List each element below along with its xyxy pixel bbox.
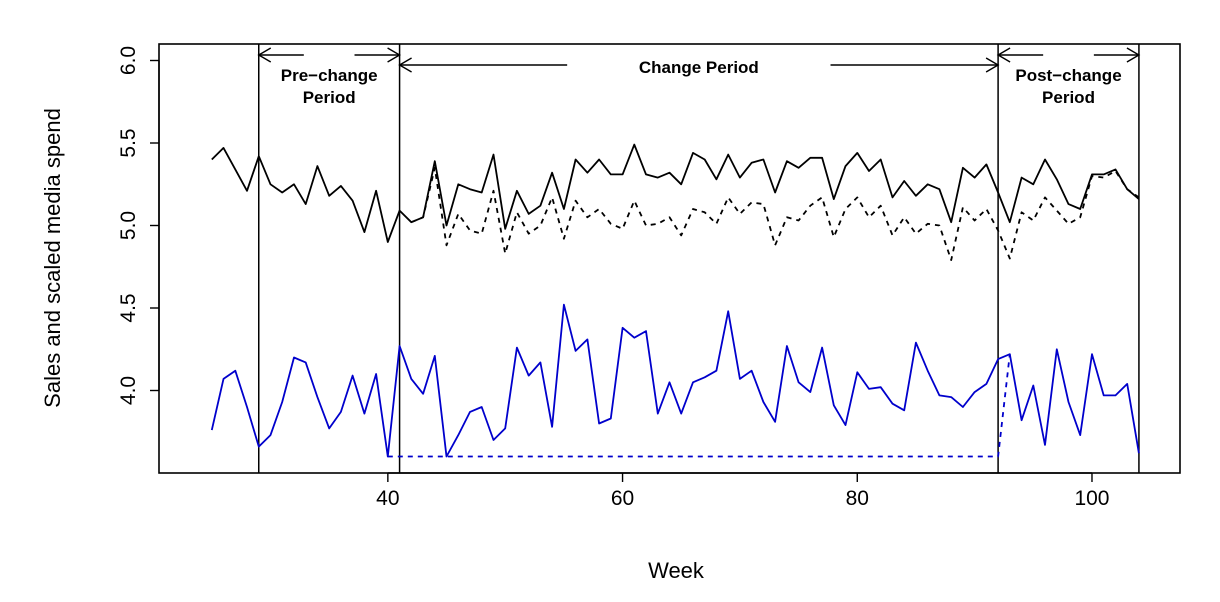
period-annotations: Pre−change Period Change Period Post−change… [257,47,1141,107]
annotation-pre: Pre−change Period [257,47,401,107]
annotation-post: Post−change Period [996,47,1141,107]
y-tick-label-3: 5.5 [117,128,140,157]
annotation-pre-head-left [257,47,272,63]
annotation-change: Change Period [398,57,1000,77]
y-tick-label-4: 6.0 [117,46,140,75]
annotation-pre-text-0: Pre−change [281,66,378,85]
x-tick-label-3: 100 [1074,487,1109,510]
y-tick-label-0: 4.0 [117,376,140,405]
annotation-post-head-right [1126,47,1141,63]
annotation-change-text-0: Change Period [639,58,759,77]
x-tick-label-2: 80 [846,487,869,510]
annotation-change-head-left [398,57,412,73]
annotation-pre-head-right [387,47,401,63]
series-line-2 [210,303,1140,458]
annotation-post-heads [996,47,1141,63]
annotation-post-text-1: Period [1042,88,1095,107]
annotation-pre-heads [257,47,401,63]
y-tick-label-2: 5.0 [117,211,140,240]
x-axis-title: Week [648,558,705,583]
period-boundary-lines [258,44,1140,473]
annotation-post-head-left [996,47,1011,63]
annotation-pre-text-1: Period [303,88,356,107]
y-axis-title: Sales and scaled media spend [40,108,65,408]
series-line-3 [387,354,1011,458]
annotation-change-head-right [985,57,1000,73]
series-layer [210,143,1140,458]
plot-frame [158,43,1181,474]
x-tick-label-1: 60 [611,487,634,510]
x-tick-label-0: 40 [376,487,399,510]
y-tick-label-1: 4.5 [117,293,140,322]
annotation-post-text-0: Post−change [1015,66,1121,85]
axes: 40 60 80 100 4.0 4.5 5.0 5.5 6.0 [117,46,1110,510]
series-line-0 [211,143,1140,243]
